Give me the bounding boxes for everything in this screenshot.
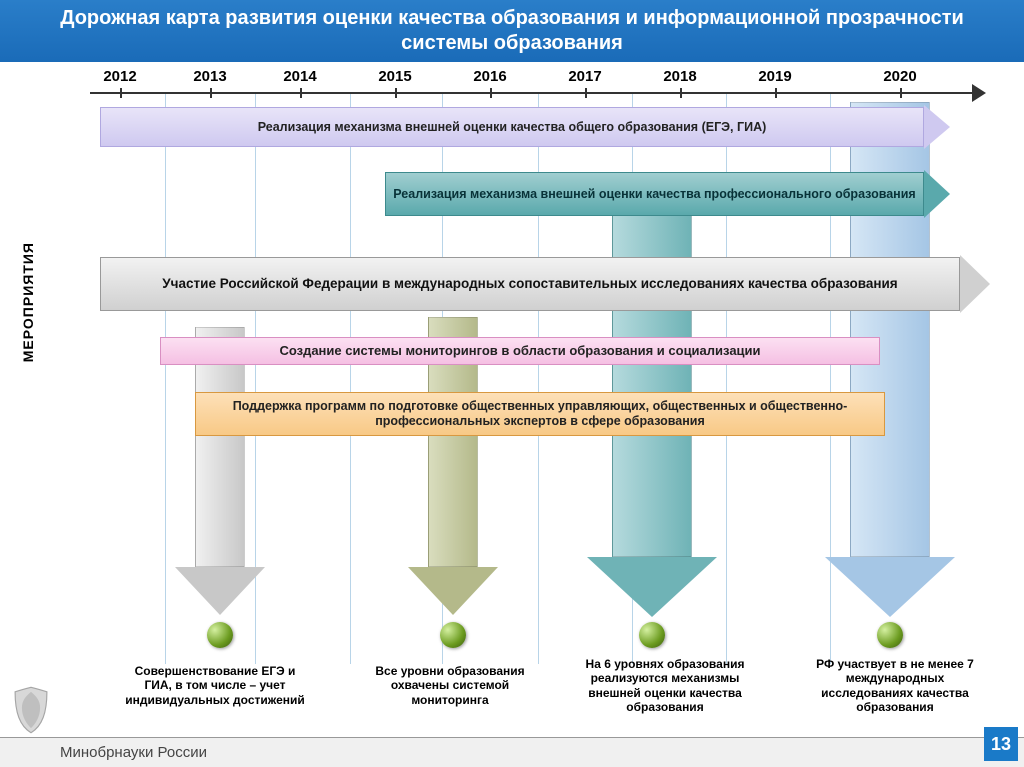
milestone-sphere-icon [207, 622, 233, 648]
title-text: Дорожная карта развития оценки качества … [20, 6, 1004, 56]
milestone-caption: На 6 уровнях образования реализуются мех… [565, 657, 765, 715]
arrow-tip-icon [825, 557, 955, 617]
arrow-tip-icon [408, 567, 498, 615]
arrow-shaft [850, 102, 930, 557]
activity-bar: Реализация механизма внешней оценки каче… [385, 172, 950, 216]
milestone-arrow [195, 327, 245, 615]
page-title: Дорожная карта развития оценки качества … [0, 0, 1024, 62]
page-number: 13 [991, 734, 1011, 755]
arrowhead-icon [960, 255, 990, 313]
timeline-tick [680, 88, 682, 98]
timeline-axis [90, 92, 974, 94]
activity-bar: Участие Российской Федерации в междунаро… [100, 257, 990, 311]
milestone-sphere-icon [440, 622, 466, 648]
footer: Минобрнауки России [0, 737, 1024, 767]
milestone-caption: РФ участвует в не менее 7 международных … [800, 657, 990, 715]
activity-label: Реализация механизма внешней оценки каче… [385, 172, 924, 216]
year-label: 2017 [568, 68, 601, 85]
activity-label: Поддержка программ по подготовке обществ… [195, 392, 885, 436]
activity-label: Участие Российской Федерации в междунаро… [100, 257, 960, 311]
side-label: МЕРОПРИЯТИЯ [20, 242, 36, 362]
arrow-tip-icon [175, 567, 265, 615]
timeline-tick [300, 88, 302, 98]
year-label: 2012 [103, 68, 136, 85]
year-label: 2014 [283, 68, 316, 85]
year-label: 2015 [378, 68, 411, 85]
timeline-tick [395, 88, 397, 98]
arrowhead-icon [924, 170, 950, 218]
activity-bar: Реализация механизма внешней оценки каче… [100, 107, 950, 147]
milestone-sphere-icon [639, 622, 665, 648]
activity-label: Создание системы мониторингов в области … [160, 337, 880, 365]
year-label: 2018 [663, 68, 696, 85]
timeline-tick [585, 88, 587, 98]
milestone-caption: Совершенствование ЕГЭ и ГИА, в том числе… [120, 664, 310, 707]
milestone-sphere-icon [877, 622, 903, 648]
grid-line [165, 94, 166, 664]
footer-text: Минобрнауки России [60, 744, 207, 761]
year-label: 2013 [193, 68, 226, 85]
year-label: 2020 [883, 68, 916, 85]
arrow-tip-icon [587, 557, 717, 617]
emblem-icon [8, 685, 54, 735]
activity-bar: Поддержка программ по подготовке обществ… [195, 392, 885, 436]
page-number-badge: 13 [984, 727, 1018, 761]
grid-line [350, 94, 351, 664]
timeline-tick [900, 88, 902, 98]
timeline-tick [775, 88, 777, 98]
activity-bar: Создание системы мониторингов в области … [160, 337, 880, 365]
timeline-tick [120, 88, 122, 98]
year-label: 2019 [758, 68, 791, 85]
activity-label: Реализация механизма внешней оценки каче… [100, 107, 924, 147]
timeline-tick [490, 88, 492, 98]
timeline-tick [210, 88, 212, 98]
timeline: 2012 2013 2014 2015 2016 2017 2018 2019 2020 [90, 62, 1009, 92]
arrowhead-icon [924, 105, 950, 149]
roadmap-content: 2012 2013 2014 2015 2016 2017 2018 2019 2020 МЕР… [0, 62, 1024, 737]
year-label: 2016 [473, 68, 506, 85]
milestone-caption: Все уровни образования охвачены системой… [360, 664, 540, 707]
timeline-arrowhead [972, 84, 986, 102]
